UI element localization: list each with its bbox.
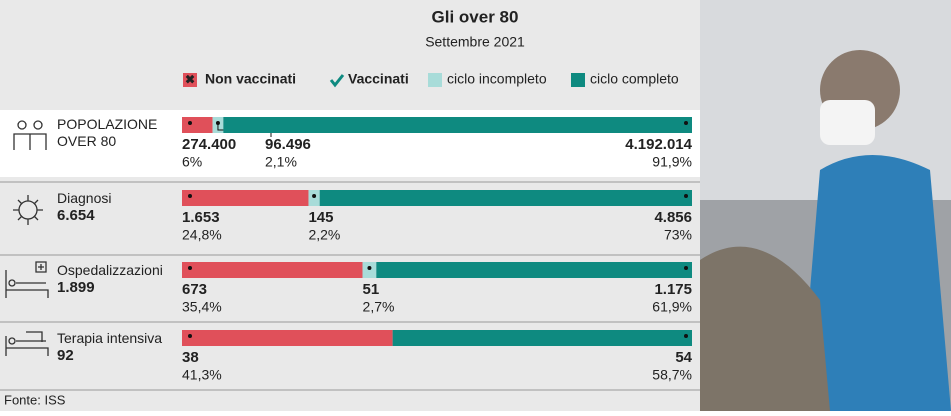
marker-dot — [312, 194, 317, 198]
count-label: 1.653 — [182, 209, 220, 226]
count-label: 1.175 — [654, 281, 692, 298]
count-label: 4.856 — [654, 209, 692, 226]
subtitle: Settembre 2021 — [425, 34, 525, 50]
count-label: 274.400 — [182, 136, 236, 153]
legend-label: ciclo incompleto — [447, 71, 547, 87]
marker-dot — [188, 266, 192, 270]
bar-segment — [376, 262, 692, 278]
percent-label: 41,3% — [182, 367, 222, 383]
percent-label: 6% — [182, 154, 202, 170]
marker-dot — [684, 194, 688, 198]
bar-segment — [392, 330, 692, 346]
category-label: Terapia intensiva — [57, 330, 163, 346]
count-label: 51 — [363, 281, 380, 298]
source: Fonte: ISS — [4, 392, 66, 407]
legend-swatch — [428, 73, 442, 87]
bar-segment — [182, 330, 393, 346]
bar-segment — [182, 262, 363, 278]
icons — [5, 120, 49, 356]
legend-swatch — [571, 73, 585, 87]
legend-group-label: Vaccinati — [348, 71, 409, 87]
category-label: Ospedalizzazioni — [57, 262, 163, 278]
legend-label: Non vaccinati — [205, 71, 296, 87]
marker-dot — [367, 266, 372, 270]
percent-label: 91,9% — [652, 154, 692, 170]
category-total: 92 — [57, 347, 74, 364]
row-separators — [0, 181, 700, 391]
percent-label: 58,7% — [652, 367, 692, 383]
marker-dot — [188, 194, 192, 198]
percent-label: 2,1% — [265, 154, 297, 170]
count-label: 54 — [675, 349, 692, 366]
bar-segment — [308, 190, 320, 206]
legend-icon — [329, 74, 345, 88]
percent-label: 2,2% — [308, 227, 340, 243]
percent-label: 2,7% — [363, 299, 395, 315]
marker-dot — [684, 121, 688, 125]
percent-label: 61,9% — [652, 299, 692, 315]
category-total: 1.899 — [57, 279, 95, 296]
marker-dot — [188, 121, 192, 125]
category-label: Diagnosi — [57, 190, 112, 206]
marker-dot — [684, 266, 688, 270]
percent-label: 35,4% — [182, 299, 222, 315]
bar-segment — [182, 117, 213, 133]
marker-dot — [188, 334, 192, 338]
count-label: 145 — [308, 209, 333, 226]
legend-swatch — [183, 73, 197, 87]
marker-dot — [684, 334, 688, 338]
category-label-box: POPOLAZIONE OVER 80 — [57, 116, 158, 149]
legend-label: ciclo completo — [590, 71, 679, 87]
bar-segment — [223, 117, 692, 133]
legend: ✖ Non vaccinati Vaccinati ciclo incomple… — [183, 71, 679, 88]
legend-icon: ✖ — [185, 73, 195, 87]
title: Gli over 80 — [432, 7, 519, 26]
percent-label: 24,8% — [182, 227, 222, 243]
count-label: 38 — [182, 349, 199, 366]
count-label: 96.496 — [265, 136, 311, 153]
category-total: 6.654 — [57, 207, 95, 224]
photo — [700, 0, 951, 411]
count-label: 673 — [182, 281, 207, 298]
category-label: POPOLAZIONE OVER 80 — [57, 116, 158, 149]
count-label: 4.192.014 — [625, 136, 692, 153]
bar-segment — [182, 190, 309, 206]
bar-segment — [319, 190, 692, 206]
percent-label: 73% — [664, 227, 692, 243]
